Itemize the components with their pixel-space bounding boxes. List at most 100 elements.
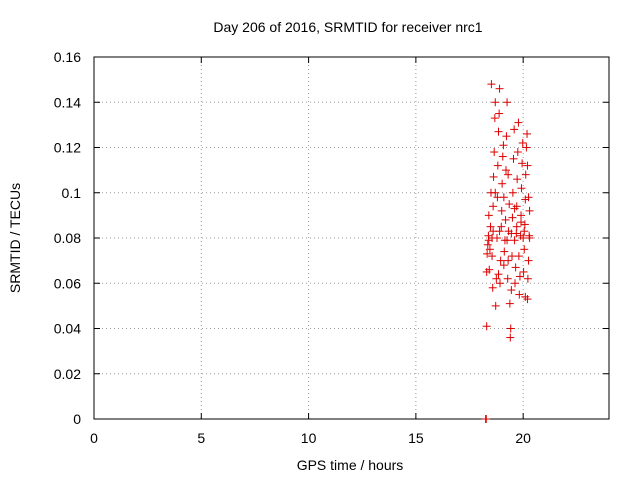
data-points	[481, 80, 534, 423]
data-point	[520, 245, 529, 254]
data-point	[523, 274, 532, 283]
data-point	[482, 415, 491, 423]
data-point	[502, 166, 510, 175]
data-point	[503, 98, 512, 107]
data-point	[493, 161, 502, 170]
data-point	[512, 222, 521, 231]
data-point	[520, 227, 529, 236]
plot-frame	[93, 56, 610, 420]
x-tick-label: 20	[515, 430, 531, 446]
data-point	[508, 252, 517, 261]
data-point	[485, 245, 494, 254]
data-point	[508, 213, 517, 222]
data-point	[488, 252, 497, 261]
x-axis-label: GPS time / hours	[297, 457, 404, 473]
data-point	[495, 84, 504, 93]
data-point	[495, 279, 504, 288]
data-point	[494, 127, 503, 136]
data-point	[506, 324, 515, 333]
data-point	[490, 114, 499, 123]
chart-title: Day 206 of 2016, SRMTID for receiver nrc…	[213, 19, 482, 35]
data-point	[524, 193, 533, 202]
data-point	[483, 240, 492, 249]
data-point	[522, 143, 531, 152]
x-tick-label: 15	[408, 430, 424, 446]
data-point	[485, 265, 494, 274]
data-point	[505, 200, 514, 209]
data-point	[508, 188, 517, 197]
data-point	[499, 193, 508, 202]
data-point	[495, 109, 504, 118]
data-point	[518, 159, 527, 168]
data-point	[507, 286, 516, 295]
data-point	[484, 211, 493, 220]
y-tick-label: 0	[73, 411, 81, 427]
data-point	[492, 274, 501, 283]
data-point	[500, 247, 509, 256]
y-tick-label: 0.02	[54, 366, 81, 382]
data-point	[515, 290, 524, 299]
y-tick-label: 0.12	[54, 140, 81, 156]
data-point	[494, 270, 503, 279]
data-point	[510, 236, 519, 245]
data-point	[514, 252, 523, 261]
data-point	[525, 234, 534, 242]
data-point	[497, 222, 506, 231]
data-point	[523, 129, 532, 138]
data-point	[507, 229, 516, 238]
data-point	[501, 215, 510, 224]
data-point	[511, 263, 520, 272]
data-point	[503, 236, 512, 245]
data-point	[515, 272, 524, 281]
data-point	[520, 220, 529, 229]
data-point	[488, 234, 497, 242]
data-point	[514, 118, 523, 127]
data-point	[498, 152, 507, 161]
data-point	[499, 141, 508, 150]
y-tick-label: 0.1	[62, 185, 82, 201]
data-point	[487, 80, 496, 89]
y-tick-label: 0.08	[54, 230, 81, 246]
x-tick-label: 10	[301, 430, 317, 446]
data-point	[491, 98, 500, 107]
data-point	[519, 267, 528, 276]
data-point	[483, 249, 492, 258]
data-point	[504, 170, 513, 179]
data-point	[521, 170, 530, 179]
data-point	[489, 202, 498, 211]
data-point	[506, 333, 515, 342]
data-point	[511, 279, 520, 288]
data-point	[496, 256, 505, 265]
data-point	[489, 172, 498, 181]
y-tick-label: 0.16	[54, 49, 81, 65]
data-point	[486, 222, 495, 231]
data-point	[505, 299, 514, 308]
data-point	[491, 188, 500, 197]
data-point	[510, 125, 519, 134]
data-point	[517, 184, 526, 193]
data-point	[503, 274, 512, 283]
data-point	[517, 211, 526, 220]
data-point	[521, 292, 530, 301]
data-point	[491, 301, 500, 310]
data-point	[517, 218, 526, 227]
data-point	[509, 154, 518, 163]
data-point	[512, 202, 521, 211]
data-point	[524, 256, 533, 265]
data-point	[523, 161, 532, 170]
data-point	[498, 179, 507, 188]
y-tick-label: 0.14	[54, 94, 81, 110]
data-point	[518, 138, 527, 147]
data-point	[499, 261, 508, 270]
y-tick-label: 0.06	[54, 275, 81, 291]
data-point	[497, 206, 506, 215]
y-axis-label: SRMTID / TECUs	[7, 183, 23, 293]
data-point	[482, 322, 491, 331]
data-point	[489, 227, 498, 236]
data-point	[523, 295, 532, 304]
y-tick-label: 0.04	[54, 321, 81, 337]
data-point	[525, 206, 534, 215]
x-tick-label: 0	[90, 430, 98, 446]
